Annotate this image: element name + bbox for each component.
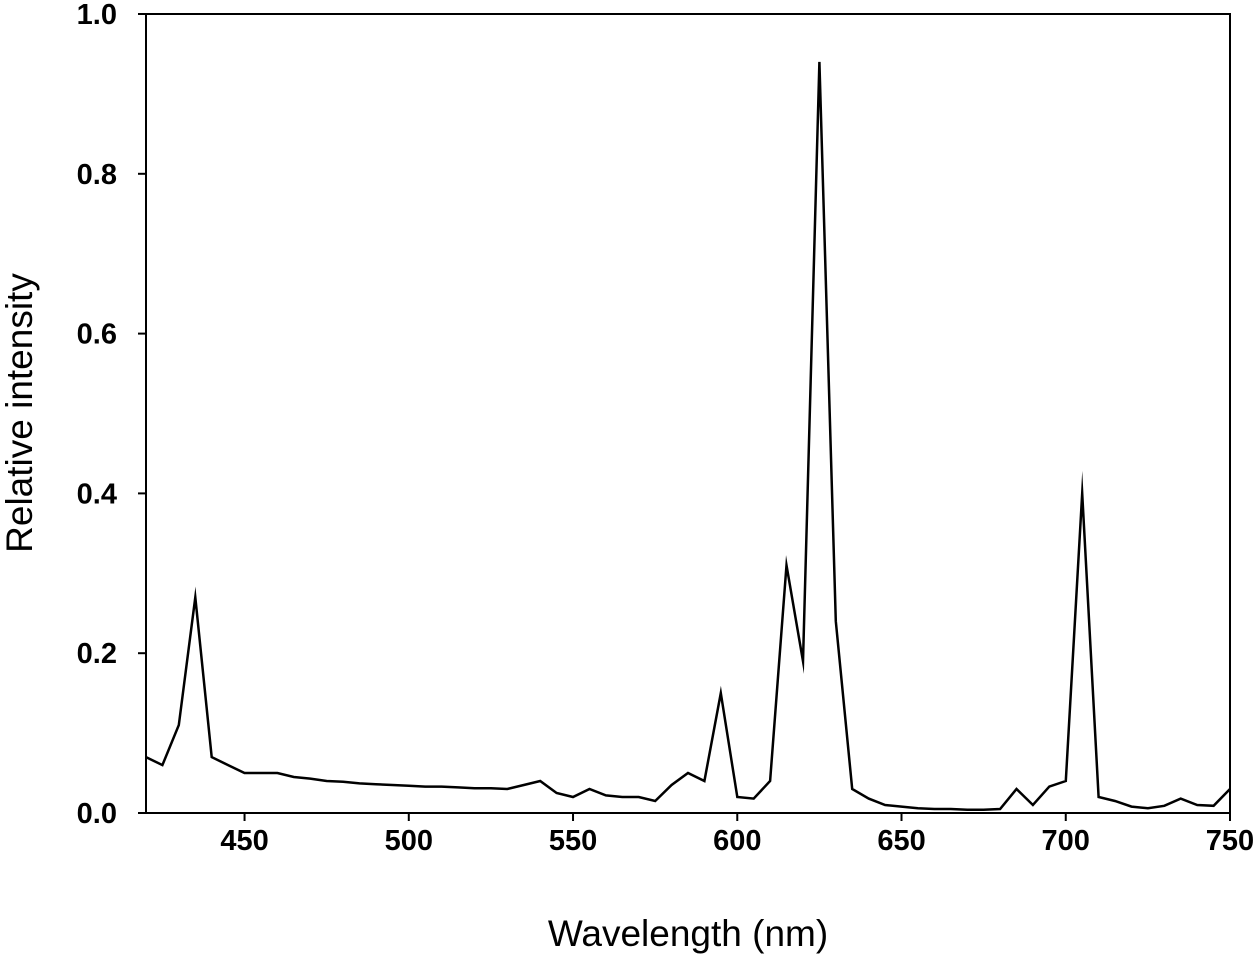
y-axis-ticks xyxy=(138,13,146,814)
x-tick-label: 750 xyxy=(1206,825,1254,857)
y-tick-label: 1.0 xyxy=(77,0,117,31)
plot-frame xyxy=(145,13,1231,814)
x-axis-ticks xyxy=(243,813,1231,821)
x-axis-tick-labels: 450 500 550 600 650 700 750 xyxy=(220,825,1254,857)
y-tick-label: 0.4 xyxy=(77,478,117,510)
series-line xyxy=(145,61,1231,812)
x-tick-label: 450 xyxy=(220,825,268,857)
y-tick-label: 0.8 xyxy=(77,159,117,191)
y-tick-label: 0.6 xyxy=(77,319,117,351)
x-tick-label: 700 xyxy=(1042,825,1090,857)
plot-area xyxy=(145,13,1231,814)
y-axis-title: Relative intensity xyxy=(0,273,40,553)
x-axis-title: Wavelength (nm) xyxy=(548,913,828,954)
y-axis-tick-labels: 0.0 0.2 0.4 0.6 0.8 1.0 xyxy=(77,0,117,830)
x-tick-label: 600 xyxy=(713,825,761,857)
x-tick-label: 550 xyxy=(549,825,597,857)
x-tick-label: 650 xyxy=(877,825,925,857)
series-layer xyxy=(145,61,1231,812)
x-tick-label: 500 xyxy=(385,825,433,857)
y-tick-label: 0.2 xyxy=(77,638,117,670)
y-tick-label: 0.0 xyxy=(77,798,117,830)
